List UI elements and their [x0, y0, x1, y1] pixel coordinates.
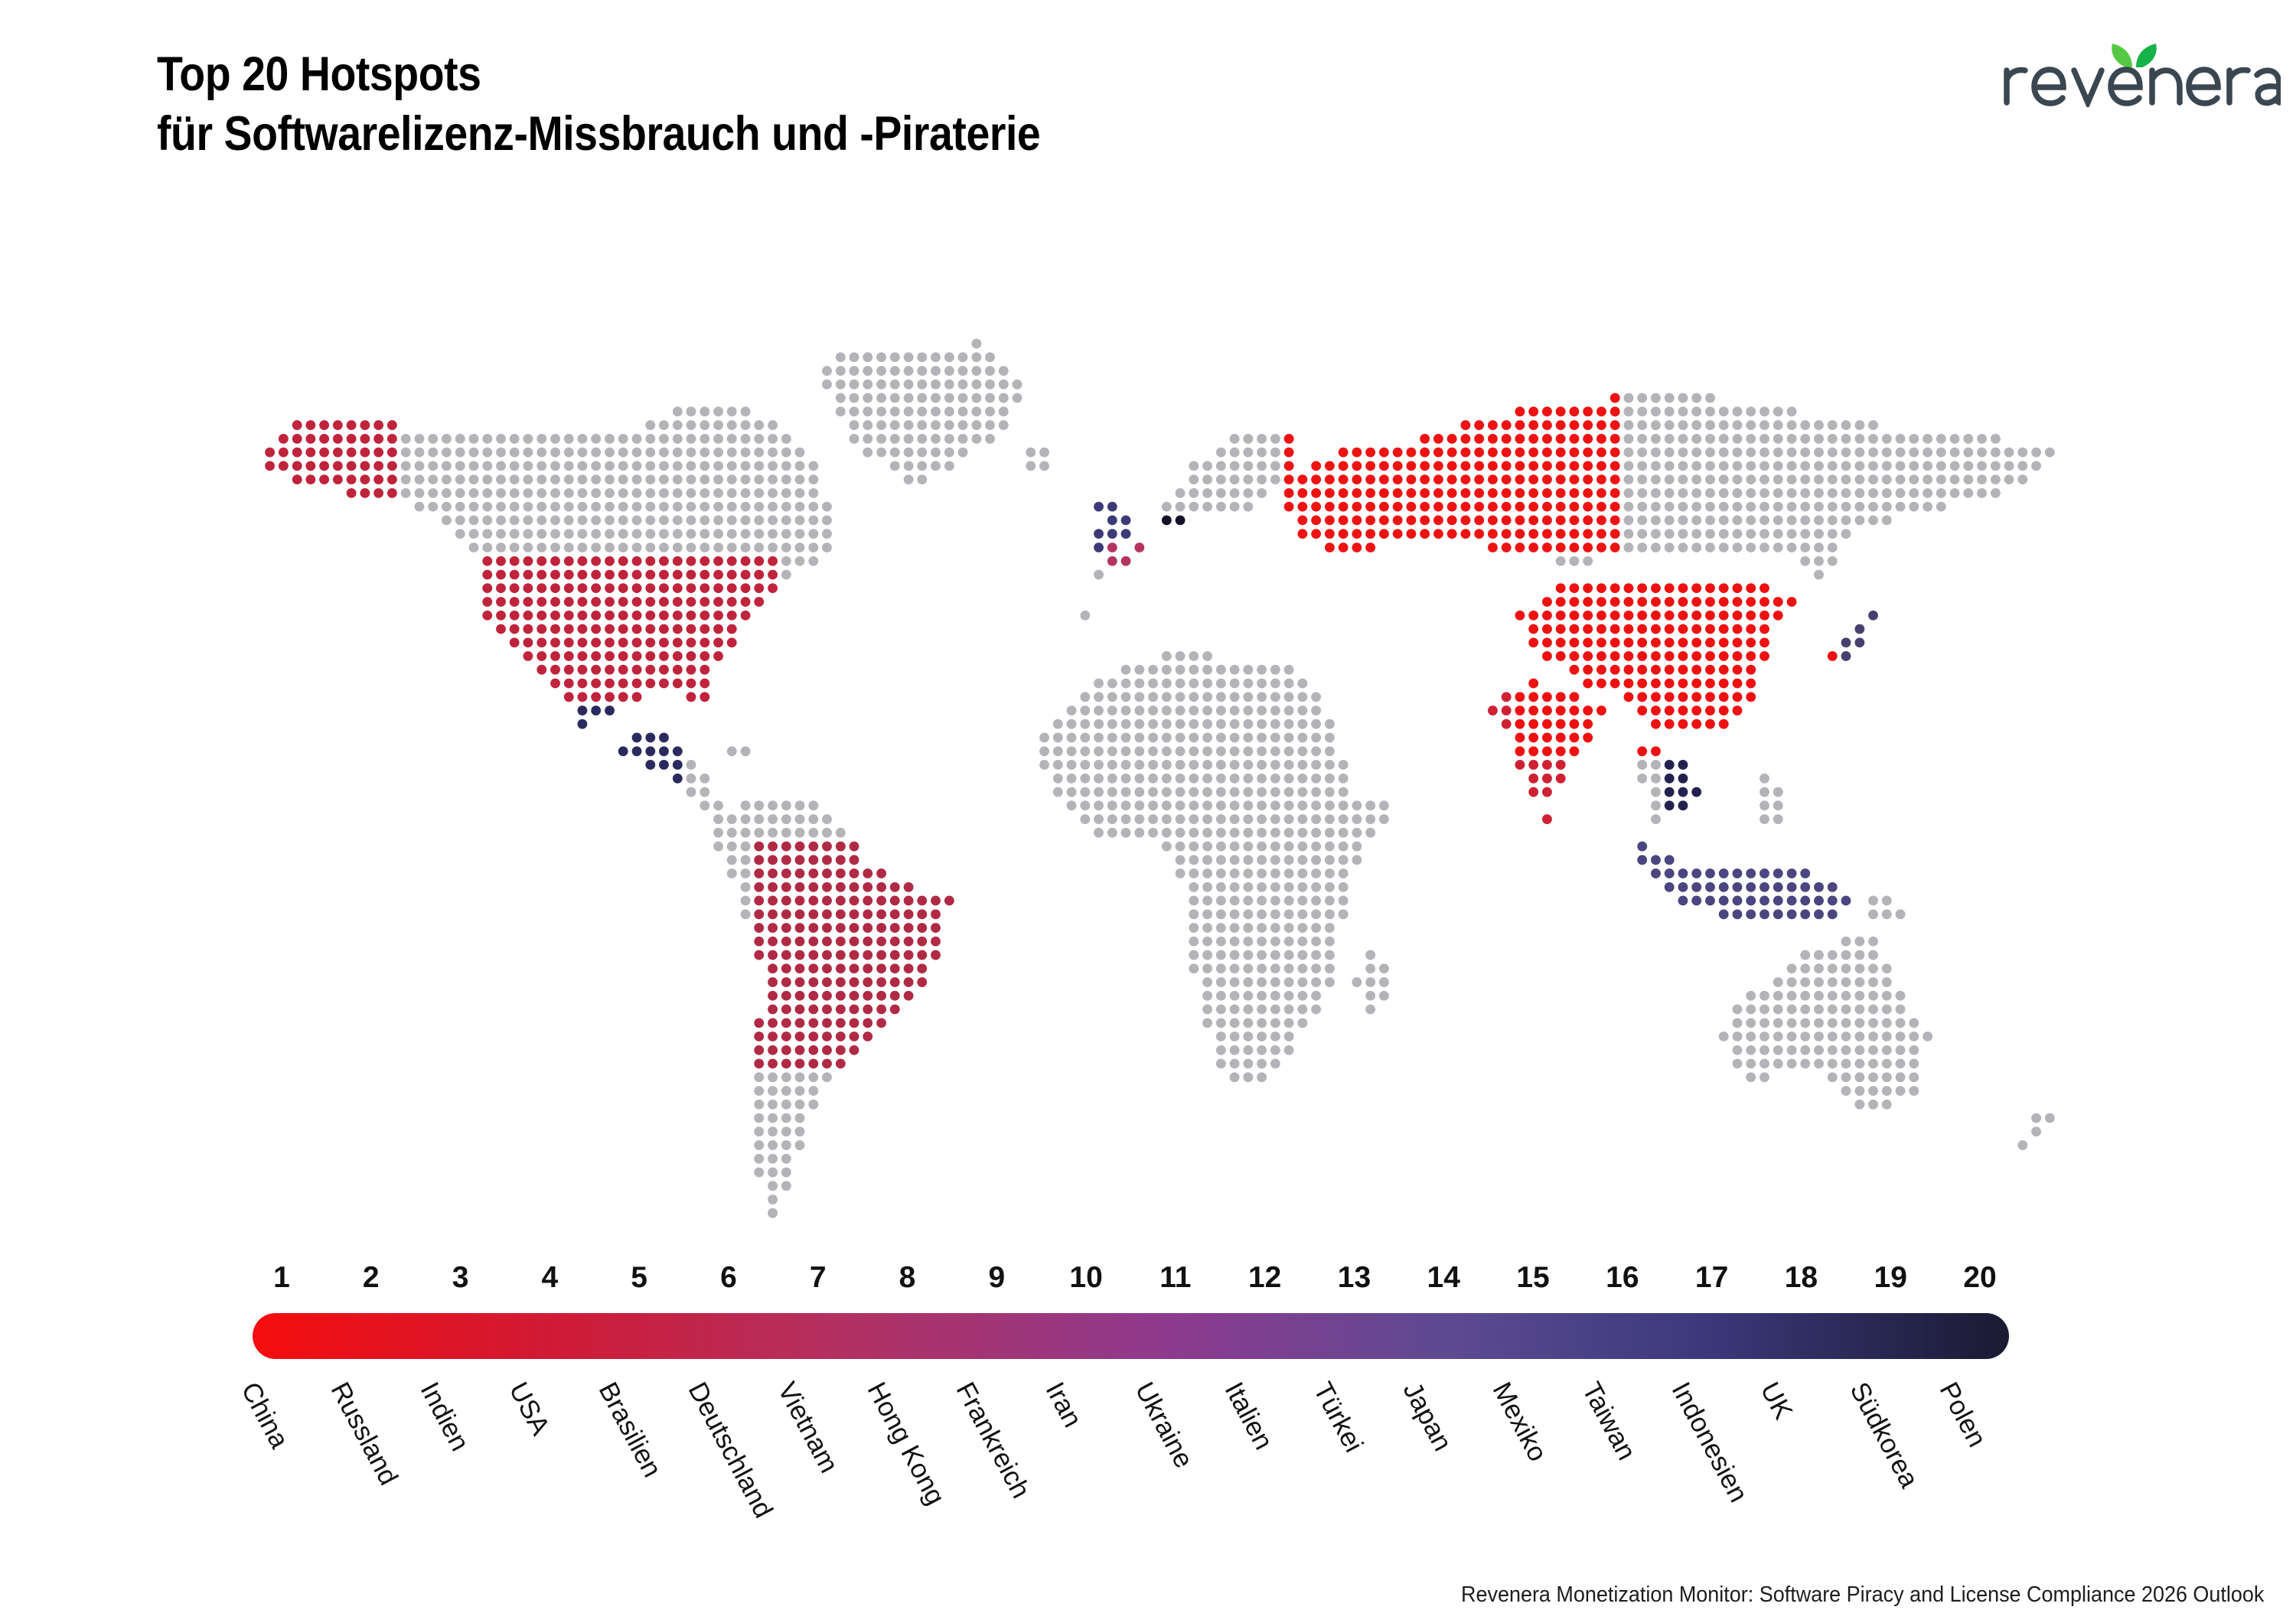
legend-tick-5: 5	[631, 1261, 648, 1294]
legend-scale-numbers: 1 2 3 4 5 6 7 8 9 10 11 12 13 14 15 16 17 18 19 20	[253, 1261, 2009, 1301]
legend-label-china: China	[235, 1377, 295, 1454]
legend-label-ukraine: Ukraine	[1129, 1377, 1199, 1473]
legend-tick-13: 13	[1337, 1261, 1371, 1294]
legend-label-vietnam: Vietnam	[771, 1377, 844, 1478]
legend-tick-16: 16	[1606, 1261, 1639, 1294]
legend-tick-7: 7	[809, 1261, 827, 1294]
legend-tick-10: 10	[1069, 1261, 1103, 1294]
title-line-1: Top 20 Hotspots	[157, 47, 481, 101]
source-footnote: Revenera Monetization Monitor: Software …	[1460, 1582, 2264, 1607]
legend-gradient-bar	[253, 1313, 2009, 1359]
revenera-logo[interactable]: TM	[1996, 37, 2281, 107]
legend-label-uk: UK	[1754, 1377, 1799, 1425]
leaf-icon	[2112, 44, 2157, 67]
world-dot-map	[195, 337, 2070, 1247]
legend-label-frankreich: Frankreich	[950, 1377, 1036, 1504]
legend-tick-19: 19	[1874, 1261, 1907, 1294]
legend-label-taiwan: Taiwan	[1576, 1377, 1642, 1465]
legend-tick-11: 11	[1159, 1261, 1192, 1294]
legend-tick-9: 9	[988, 1261, 1006, 1294]
legend-label-japan: Japan	[1397, 1377, 1459, 1456]
legend-tick-14: 14	[1427, 1261, 1460, 1294]
legend-label-s-dkorea: Südkorea	[1844, 1377, 1925, 1493]
legend-label-russland: Russland	[325, 1377, 404, 1491]
legend-label-deutschland: Deutschland	[682, 1377, 779, 1524]
legend-tick-8: 8	[899, 1261, 916, 1294]
legend-tick-3: 3	[452, 1261, 469, 1294]
page-title: Top 20 Hotspots für Softwarelizenz-Missb…	[157, 44, 1841, 164]
legend-tick-20: 20	[1963, 1261, 1997, 1294]
legend-tick-2: 2	[362, 1261, 380, 1294]
legend-label-indonesien: Indonesien	[1665, 1377, 1754, 1507]
legend-tick-6: 6	[720, 1261, 737, 1294]
legend-label-iran: Iran	[1039, 1377, 1088, 1432]
legend-label-indien: Indien	[414, 1377, 475, 1456]
title-line-2: für Softwarelizenz-Missbrauch und -Pirat…	[157, 107, 1041, 161]
map-canvas	[265, 338, 2055, 1218]
trademark-symbol: TM	[2273, 95, 2281, 106]
legend-label-hong-kong: Hong Kong	[861, 1377, 951, 1510]
legend-label-polen: Polen	[1933, 1377, 1993, 1452]
legend-label-usa: USA	[503, 1377, 556, 1440]
legend-label-italien: Italien	[1218, 1377, 1279, 1455]
legend-tick-17: 17	[1694, 1261, 1729, 1294]
legend-tick-12: 12	[1247, 1261, 1282, 1294]
legend-tick-18: 18	[1784, 1261, 1818, 1294]
legend-tick-1: 1	[273, 1261, 290, 1294]
legend-label-t-rkei: Türkei	[1308, 1377, 1370, 1458]
legend-label-mexiko: Mexiko	[1486, 1377, 1554, 1467]
legend-tick-15: 15	[1516, 1261, 1550, 1294]
legend-tick-4: 4	[541, 1261, 559, 1294]
legend-label-brasilien: Brasilien	[592, 1377, 668, 1482]
legend-country-labels: China Russland Indien USA Brasilien Deutschla…	[236, 1377, 2009, 1576]
